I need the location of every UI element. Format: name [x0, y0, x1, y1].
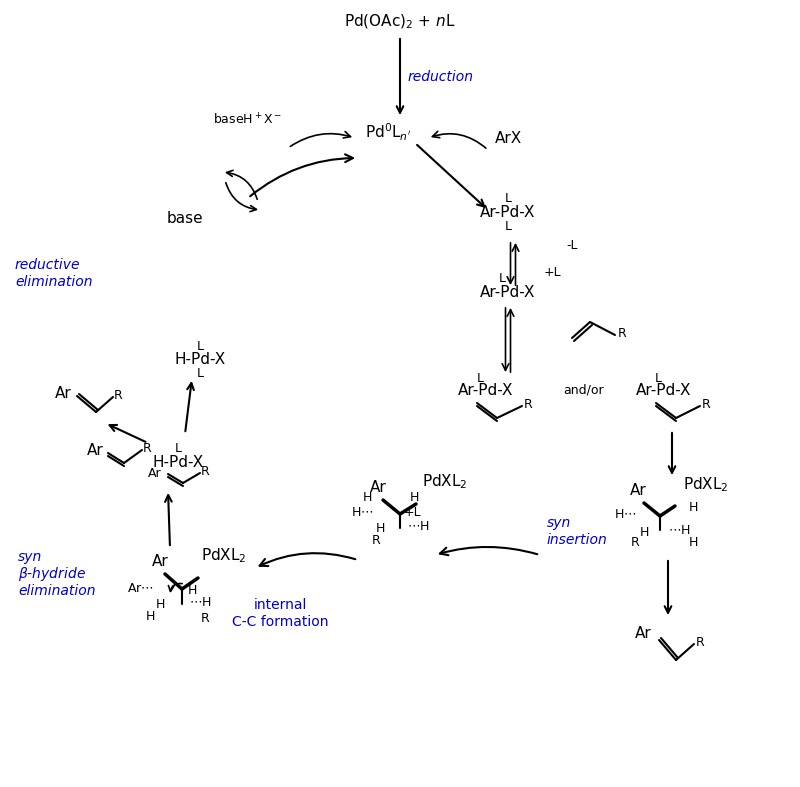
- Text: H: H: [688, 537, 698, 549]
- Text: reduction: reduction: [408, 70, 474, 84]
- Text: L: L: [654, 371, 662, 385]
- Text: Ar-Pd-X: Ar-Pd-X: [458, 382, 514, 397]
- Text: syn: syn: [18, 550, 42, 564]
- Text: H: H: [410, 490, 418, 504]
- Text: Ar: Ar: [86, 442, 103, 457]
- Text: L: L: [505, 191, 511, 205]
- Text: $\beta$-hydride: $\beta$-hydride: [18, 565, 86, 583]
- Text: R: R: [372, 534, 380, 546]
- Text: ArX: ArX: [494, 131, 522, 146]
- Text: +L: +L: [543, 265, 561, 279]
- Text: elimination: elimination: [18, 584, 95, 598]
- Text: internal: internal: [254, 598, 306, 612]
- Text: L: L: [498, 272, 506, 284]
- Text: insertion: insertion: [547, 533, 608, 547]
- Text: C-C formation: C-C formation: [232, 615, 328, 629]
- Text: H: H: [187, 585, 197, 597]
- Text: H: H: [375, 522, 385, 534]
- Text: H$\cdots$: H$\cdots$: [614, 508, 636, 522]
- Text: L: L: [477, 371, 483, 385]
- Text: Ar: Ar: [152, 555, 168, 570]
- Text: syn: syn: [547, 516, 571, 530]
- Text: R: R: [114, 389, 122, 401]
- Text: H: H: [688, 501, 698, 513]
- Text: R: R: [524, 397, 532, 411]
- Text: H: H: [155, 597, 165, 611]
- Text: H-Pd-X: H-Pd-X: [174, 352, 226, 367]
- Text: PdXL$_2$: PdXL$_2$: [201, 547, 247, 565]
- Text: and/or: and/or: [564, 383, 604, 397]
- Text: PdXL$_2$: PdXL$_2$: [683, 475, 729, 494]
- Text: H$\cdots$: H$\cdots$: [350, 505, 374, 519]
- Text: R: R: [201, 464, 210, 478]
- Text: Pd(OAc)$_2$ + $n$L: Pd(OAc)$_2$ + $n$L: [344, 13, 456, 31]
- Text: L: L: [197, 367, 203, 379]
- Text: L: L: [505, 220, 511, 232]
- Text: Ar: Ar: [370, 479, 386, 494]
- Text: Ar: Ar: [634, 626, 651, 641]
- Text: R: R: [630, 537, 639, 549]
- Text: Ar-Pd-X: Ar-Pd-X: [636, 382, 692, 397]
- Text: Ar: Ar: [630, 482, 646, 497]
- Text: L: L: [174, 442, 182, 455]
- Text: Ar-Pd-X: Ar-Pd-X: [480, 205, 536, 220]
- Text: $\cdots$H: $\cdots$H: [668, 523, 690, 537]
- Text: baseH$^+$X$^-$: baseH$^+$X$^-$: [214, 113, 282, 127]
- Text: $\cdots$H: $\cdots$H: [406, 520, 430, 534]
- Text: R: R: [696, 635, 704, 648]
- Text: $\cdots$H: $\cdots$H: [189, 597, 211, 609]
- Text: H: H: [362, 490, 372, 504]
- Text: R: R: [142, 442, 151, 455]
- Text: R: R: [702, 397, 710, 411]
- Text: Pd$^0$L$_{n'}$: Pd$^0$L$_{n'}$: [365, 121, 411, 142]
- Text: -L: -L: [566, 238, 578, 252]
- Text: Ar$\cdots$: Ar$\cdots$: [126, 582, 154, 594]
- Text: H: H: [639, 526, 649, 538]
- Text: Ar: Ar: [54, 386, 71, 401]
- Text: H: H: [146, 611, 154, 623]
- Text: +L: +L: [403, 507, 421, 519]
- Text: elimination: elimination: [15, 275, 93, 289]
- Text: L: L: [197, 339, 203, 353]
- Text: R: R: [618, 327, 626, 339]
- Text: H-Pd-X: H-Pd-X: [152, 455, 204, 470]
- Text: Ar: Ar: [148, 467, 162, 479]
- Text: reductive: reductive: [15, 258, 81, 272]
- Text: R: R: [201, 612, 210, 626]
- Text: Ar-Pd-X: Ar-Pd-X: [480, 284, 536, 300]
- Text: PdXL$_2$: PdXL$_2$: [422, 473, 468, 491]
- Text: base: base: [166, 210, 203, 226]
